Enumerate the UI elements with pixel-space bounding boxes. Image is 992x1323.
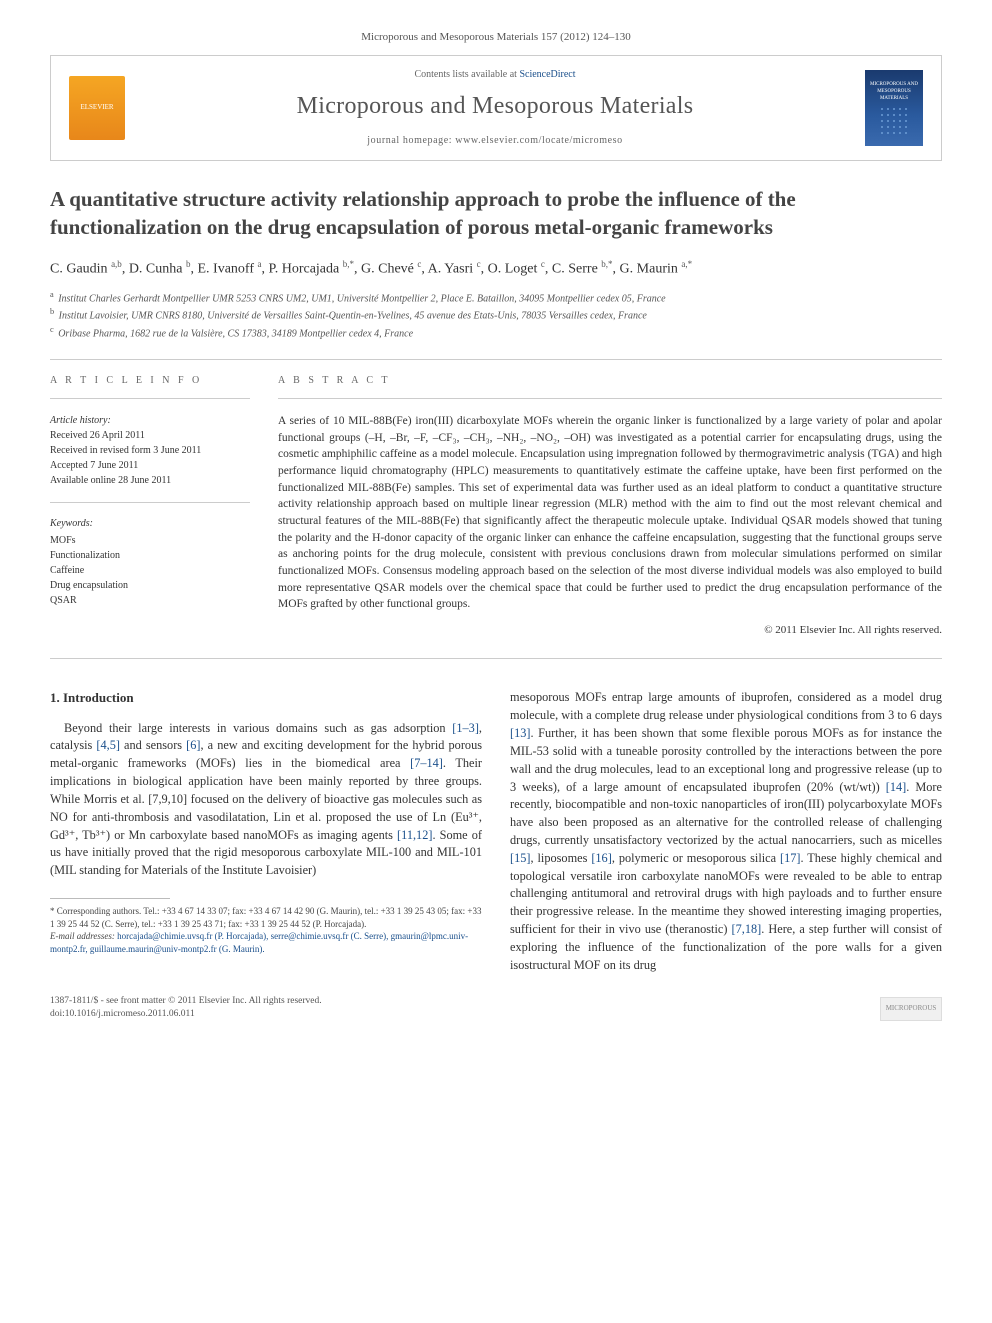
keyword: Drug encapsulation — [50, 578, 250, 593]
email-addresses: E-mail addresses: horcajada@chimie.uvsq.… — [50, 930, 482, 955]
affiliation-line: a Institut Charles Gerhardt Montpellier … — [50, 289, 942, 306]
section-heading: 1. Introduction — [50, 689, 482, 707]
article-title: A quantitative structure activity relati… — [50, 185, 942, 242]
keyword: Caffeine — [50, 563, 250, 578]
authors-line: C. Gaudin a,b, D. Cunha b, E. Ivanoff a,… — [50, 258, 942, 279]
contents-prefix: Contents lists available at — [414, 69, 519, 80]
abstract-column: A B S T R A C T A series of 10 MIL-88B(F… — [278, 374, 942, 638]
sciencedirect-link[interactable]: ScienceDirect — [519, 69, 575, 80]
body-columns: 1. Introduction Beyond their large inter… — [50, 689, 942, 974]
keywords-block: Keywords: MOFs Functionalization Caffein… — [50, 517, 250, 608]
article-info-column: A R T I C L E I N F O Article history: R… — [50, 374, 250, 638]
history-line: Received in revised form 3 June 2011 — [50, 443, 250, 458]
journal-header: ELSEVIER Contents lists available at Sci… — [50, 55, 942, 161]
cover-text: MICROPOROUS AND MESOPOROUS MATERIALS — [867, 81, 921, 102]
footer-line1: 1387-1811/$ - see front matter © 2011 El… — [50, 995, 322, 1008]
contents-available: Contents lists available at ScienceDirec… — [139, 68, 851, 82]
history-line: Accepted 7 June 2011 — [50, 458, 250, 473]
keywords-label: Keywords: — [50, 517, 250, 531]
footnote-separator — [50, 898, 170, 899]
footnotes: * Corresponding authors. Tel.: +33 4 67 … — [50, 905, 482, 955]
body-right-column: mesoporous MOFs entrap large amounts of … — [510, 689, 942, 974]
footer-logo: MICROPOROUS — [880, 997, 942, 1021]
body-paragraph: Beyond their large interests in various … — [50, 720, 482, 880]
section-number: 1. — [50, 690, 60, 705]
body-paragraph: mesoporous MOFs entrap large amounts of … — [510, 689, 942, 974]
keyword: QSAR — [50, 593, 250, 608]
affiliation-line: b Institut Lavoisier, UMR CNRS 8180, Uni… — [50, 306, 942, 323]
email-label: E-mail addresses: — [50, 931, 115, 941]
journal-center: Contents lists available at ScienceDirec… — [139, 68, 851, 148]
journal-cover-thumbnail: MICROPOROUS AND MESOPOROUS MATERIALS — [865, 70, 923, 146]
info-divider — [50, 398, 250, 399]
info-abstract-row: A R T I C L E I N F O Article history: R… — [50, 374, 942, 638]
history-label: Article history: — [50, 413, 250, 428]
history-line: Received 26 April 2011 — [50, 428, 250, 443]
history-line: Available online 28 June 2011 — [50, 473, 250, 488]
affiliations: a Institut Charles Gerhardt Montpellier … — [50, 289, 942, 341]
footer-left: 1387-1811/$ - see front matter © 2011 El… — [50, 995, 322, 1022]
abstract-heading: A B S T R A C T — [278, 374, 942, 388]
keyword: MOFs — [50, 533, 250, 548]
divider — [50, 359, 942, 360]
info-divider — [50, 502, 250, 503]
section-title: Introduction — [63, 690, 134, 705]
keywords-list: MOFs Functionalization Caffeine Drug enc… — [50, 533, 250, 608]
citation-line: Microporous and Mesoporous Materials 157… — [50, 30, 942, 45]
article-history: Article history: Received 26 April 2011 … — [50, 413, 250, 488]
corr-label: * Corresponding authors. — [50, 906, 141, 916]
page-footer: 1387-1811/$ - see front matter © 2011 El… — [50, 995, 942, 1022]
journal-name: Microporous and Mesoporous Materials — [139, 90, 851, 124]
cover-graphic — [879, 106, 909, 136]
article-info-heading: A R T I C L E I N F O — [50, 374, 250, 388]
keyword: Functionalization — [50, 548, 250, 563]
footer-doi: doi:10.1016/j.micromeso.2011.06.011 — [50, 1008, 322, 1021]
corresponding-authors: * Corresponding authors. Tel.: +33 4 67 … — [50, 905, 482, 930]
journal-homepage: journal homepage: www.elsevier.com/locat… — [139, 134, 851, 148]
divider — [50, 658, 942, 659]
abstract-copyright: © 2011 Elsevier Inc. All rights reserved… — [278, 623, 942, 638]
abstract-divider — [278, 398, 942, 399]
affiliation-line: c Oribase Pharma, 1682 rue de la Valsièr… — [50, 324, 942, 341]
body-left-column: 1. Introduction Beyond their large inter… — [50, 689, 482, 974]
abstract-text: A series of 10 MIL-88B(Fe) iron(III) dic… — [278, 413, 942, 613]
elsevier-logo: ELSEVIER — [69, 76, 125, 140]
